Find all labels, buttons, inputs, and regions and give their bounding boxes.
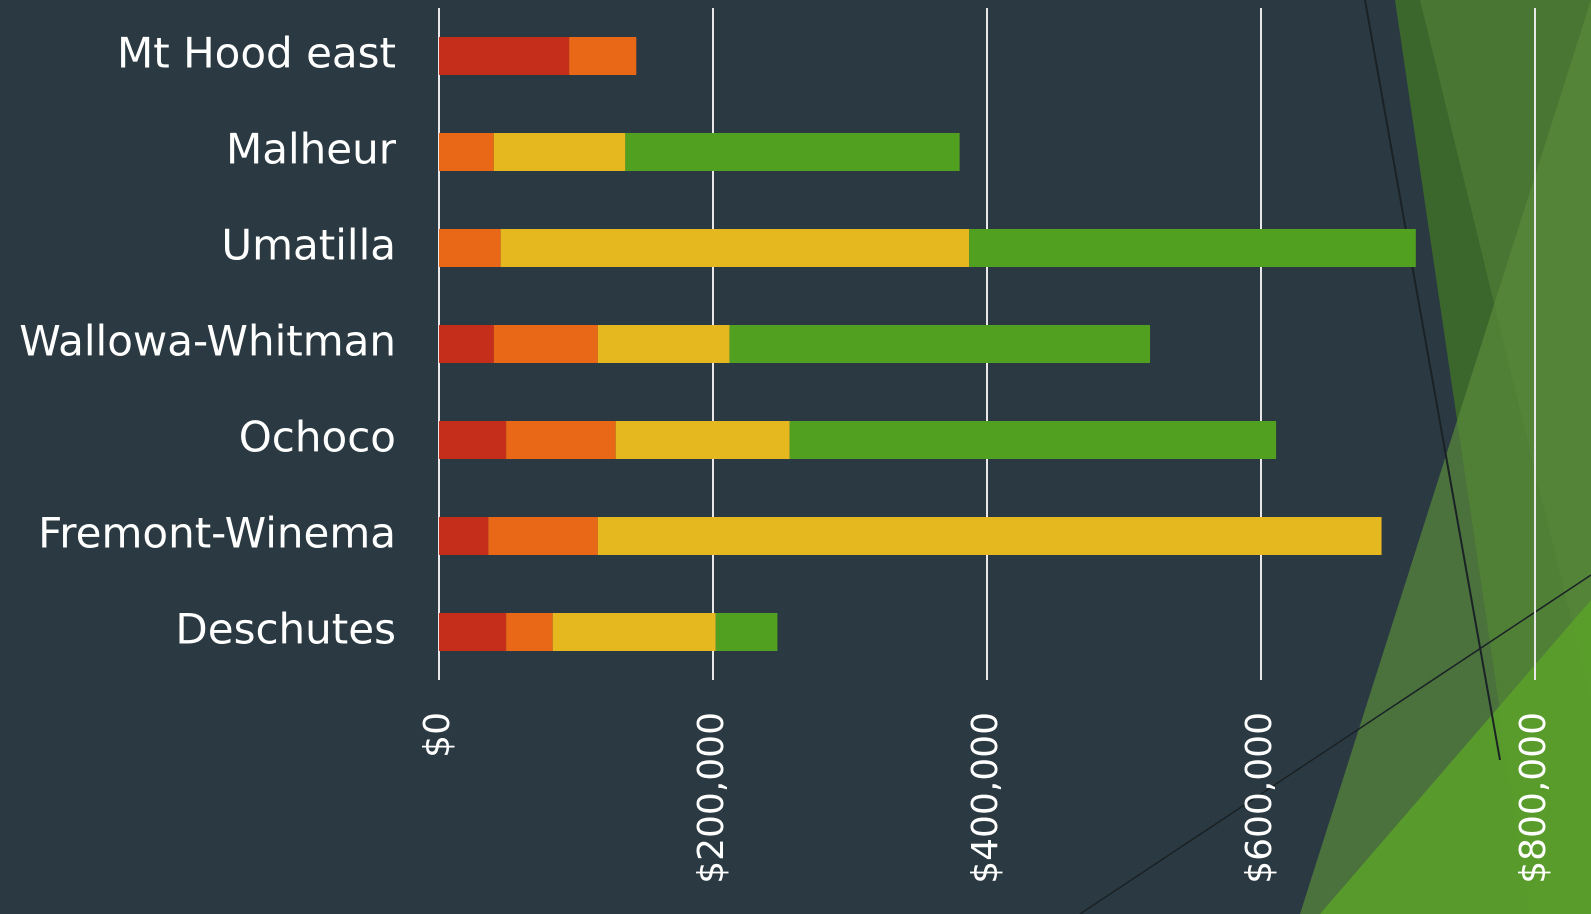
bar-segment [493,133,626,171]
bar-segment [715,613,778,651]
y-tick-label: Ochoco [239,413,396,462]
bar-segment [552,613,716,651]
y-tick-label: Mt Hood east [117,29,396,78]
bar-segment [625,133,960,171]
x-tick-label: $600,000 [1239,712,1280,884]
bar-segment [569,37,637,75]
bar-segment [969,229,1416,267]
bar-segment [439,613,507,651]
decor-line [1079,574,1591,914]
y-tick-label: Wallowa-Whitman [19,317,396,366]
bar-segment [439,229,501,267]
bar-segment [597,325,730,363]
bar-segment [729,325,1151,363]
bar-segment [597,517,1382,555]
bar-segment [488,517,598,555]
bar-segment [439,133,494,171]
bar-segment [439,37,570,75]
decor-line [1364,0,1501,761]
x-tick-label: $0 [417,712,458,758]
bar-segment [493,325,598,363]
bar-segment [439,517,489,555]
x-tick-label: $200,000 [691,712,732,884]
x-tick-label: $400,000 [965,712,1006,884]
y-tick-label: Deschutes [175,605,396,654]
x-tick-label: $800,000 [1513,712,1554,884]
bar-segment [789,421,1277,459]
y-tick-label: Malheur [226,125,397,174]
y-tick-label: Fremont-Winema [38,509,396,558]
bar-segment [506,613,553,651]
decor-shape [1320,600,1591,914]
bar-segment [439,421,507,459]
bar-segment [615,421,790,459]
plot-area: $0 $200,000 $400,000 $600,000 $800,000 Mt Hoo… [19,8,1554,884]
bar-segment [439,325,494,363]
decoration [1079,0,1591,914]
y-tick-label: Umatilla [221,221,396,270]
bar-segment [500,229,970,267]
bar-segment [506,421,616,459]
